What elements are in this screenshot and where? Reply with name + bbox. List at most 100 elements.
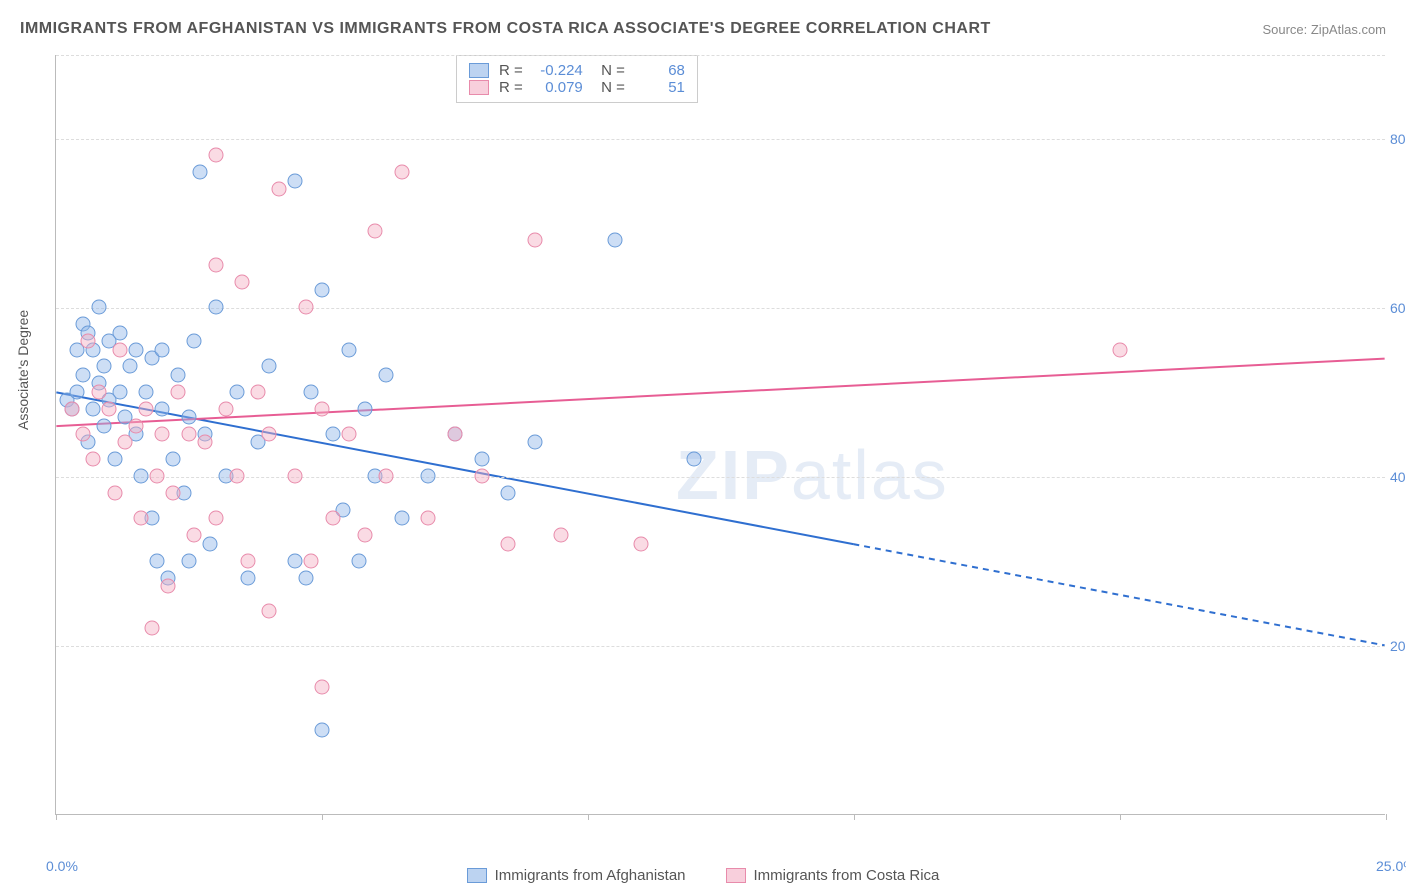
swatch-pink-icon (726, 868, 746, 883)
x-tick (322, 814, 323, 820)
data-point (341, 427, 356, 442)
y-tick-label: 40.0% (1390, 469, 1406, 485)
data-point (155, 427, 170, 442)
data-point (75, 367, 90, 382)
data-point (421, 511, 436, 526)
data-point (687, 452, 702, 467)
gridline (56, 646, 1385, 647)
data-point (315, 722, 330, 737)
data-point (378, 469, 393, 484)
data-point (272, 182, 287, 197)
data-point (155, 401, 170, 416)
data-point (288, 173, 303, 188)
data-point (64, 401, 79, 416)
data-point (118, 435, 133, 450)
x-tick (56, 814, 57, 820)
data-point (261, 604, 276, 619)
legend-item-afghanistan: Immigrants from Afghanistan (467, 867, 686, 884)
data-point (261, 359, 276, 374)
data-point (128, 418, 143, 433)
data-point (288, 553, 303, 568)
data-point (208, 300, 223, 315)
chart-title: IMMIGRANTS FROM AFGHANISTAN VS IMMIGRANT… (20, 20, 991, 38)
r-value-costarica: 0.079 (533, 79, 583, 96)
data-point (187, 528, 202, 543)
stats-legend-box: R = -0.224 N = 68 R = 0.079 N = 51 (456, 55, 698, 103)
data-point (160, 579, 175, 594)
data-point (634, 536, 649, 551)
y-tick-label: 80.0% (1390, 131, 1406, 147)
data-point (1113, 342, 1128, 357)
data-point (171, 384, 186, 399)
data-point (166, 486, 181, 501)
data-point (203, 536, 218, 551)
x-tick (854, 814, 855, 820)
data-point (112, 384, 127, 399)
data-point (368, 224, 383, 239)
x-tick (1120, 814, 1121, 820)
data-point (107, 486, 122, 501)
data-point (96, 418, 111, 433)
data-point (235, 275, 250, 290)
data-point (304, 384, 319, 399)
data-point (139, 401, 154, 416)
data-point (128, 342, 143, 357)
data-point (304, 553, 319, 568)
data-point (96, 359, 111, 374)
data-point (144, 621, 159, 636)
data-point (554, 528, 569, 543)
watermark: ZIPatlas (676, 435, 949, 515)
data-point (182, 410, 197, 425)
x-tick (588, 814, 589, 820)
title-bar: IMMIGRANTS FROM AFGHANISTAN VS IMMIGRANT… (20, 20, 1386, 38)
data-point (197, 435, 212, 450)
x-tick (1386, 814, 1387, 820)
n-value-costarica: 51 (635, 79, 685, 96)
data-point (166, 452, 181, 467)
data-point (182, 427, 197, 442)
data-point (102, 401, 117, 416)
data-point (70, 384, 85, 399)
data-point (229, 384, 244, 399)
source-label: Source: ZipAtlas.com (1262, 22, 1386, 37)
data-point (150, 553, 165, 568)
data-point (421, 469, 436, 484)
bottom-legend: Immigrants from Afghanistan Immigrants f… (0, 867, 1406, 884)
swatch-blue-icon (469, 63, 489, 78)
data-point (378, 367, 393, 382)
data-point (474, 452, 489, 467)
stats-row-afghanistan: R = -0.224 N = 68 (469, 62, 685, 79)
data-point (315, 680, 330, 695)
data-point (139, 384, 154, 399)
data-point (325, 511, 340, 526)
data-point (394, 511, 409, 526)
gridline (56, 477, 1385, 478)
data-point (86, 401, 101, 416)
data-point (527, 435, 542, 450)
data-point (112, 342, 127, 357)
data-point (315, 401, 330, 416)
data-point (240, 553, 255, 568)
data-point (325, 427, 340, 442)
y-axis-label: Associate's Degree (15, 310, 31, 430)
data-point (171, 367, 186, 382)
data-point (187, 334, 202, 349)
n-value-afghanistan: 68 (635, 62, 685, 79)
y-tick-label: 60.0% (1390, 300, 1406, 316)
data-point (91, 384, 106, 399)
data-point (123, 359, 138, 374)
gridline (56, 139, 1385, 140)
legend-item-costarica: Immigrants from Costa Rica (726, 867, 940, 884)
data-point (208, 148, 223, 163)
data-point (357, 528, 372, 543)
data-point (208, 511, 223, 526)
data-point (240, 570, 255, 585)
data-point (107, 452, 122, 467)
data-point (299, 570, 314, 585)
data-point (229, 469, 244, 484)
data-point (448, 427, 463, 442)
data-point (208, 258, 223, 273)
y-tick-label: 20.0% (1390, 638, 1406, 654)
data-point (341, 342, 356, 357)
data-point (261, 427, 276, 442)
